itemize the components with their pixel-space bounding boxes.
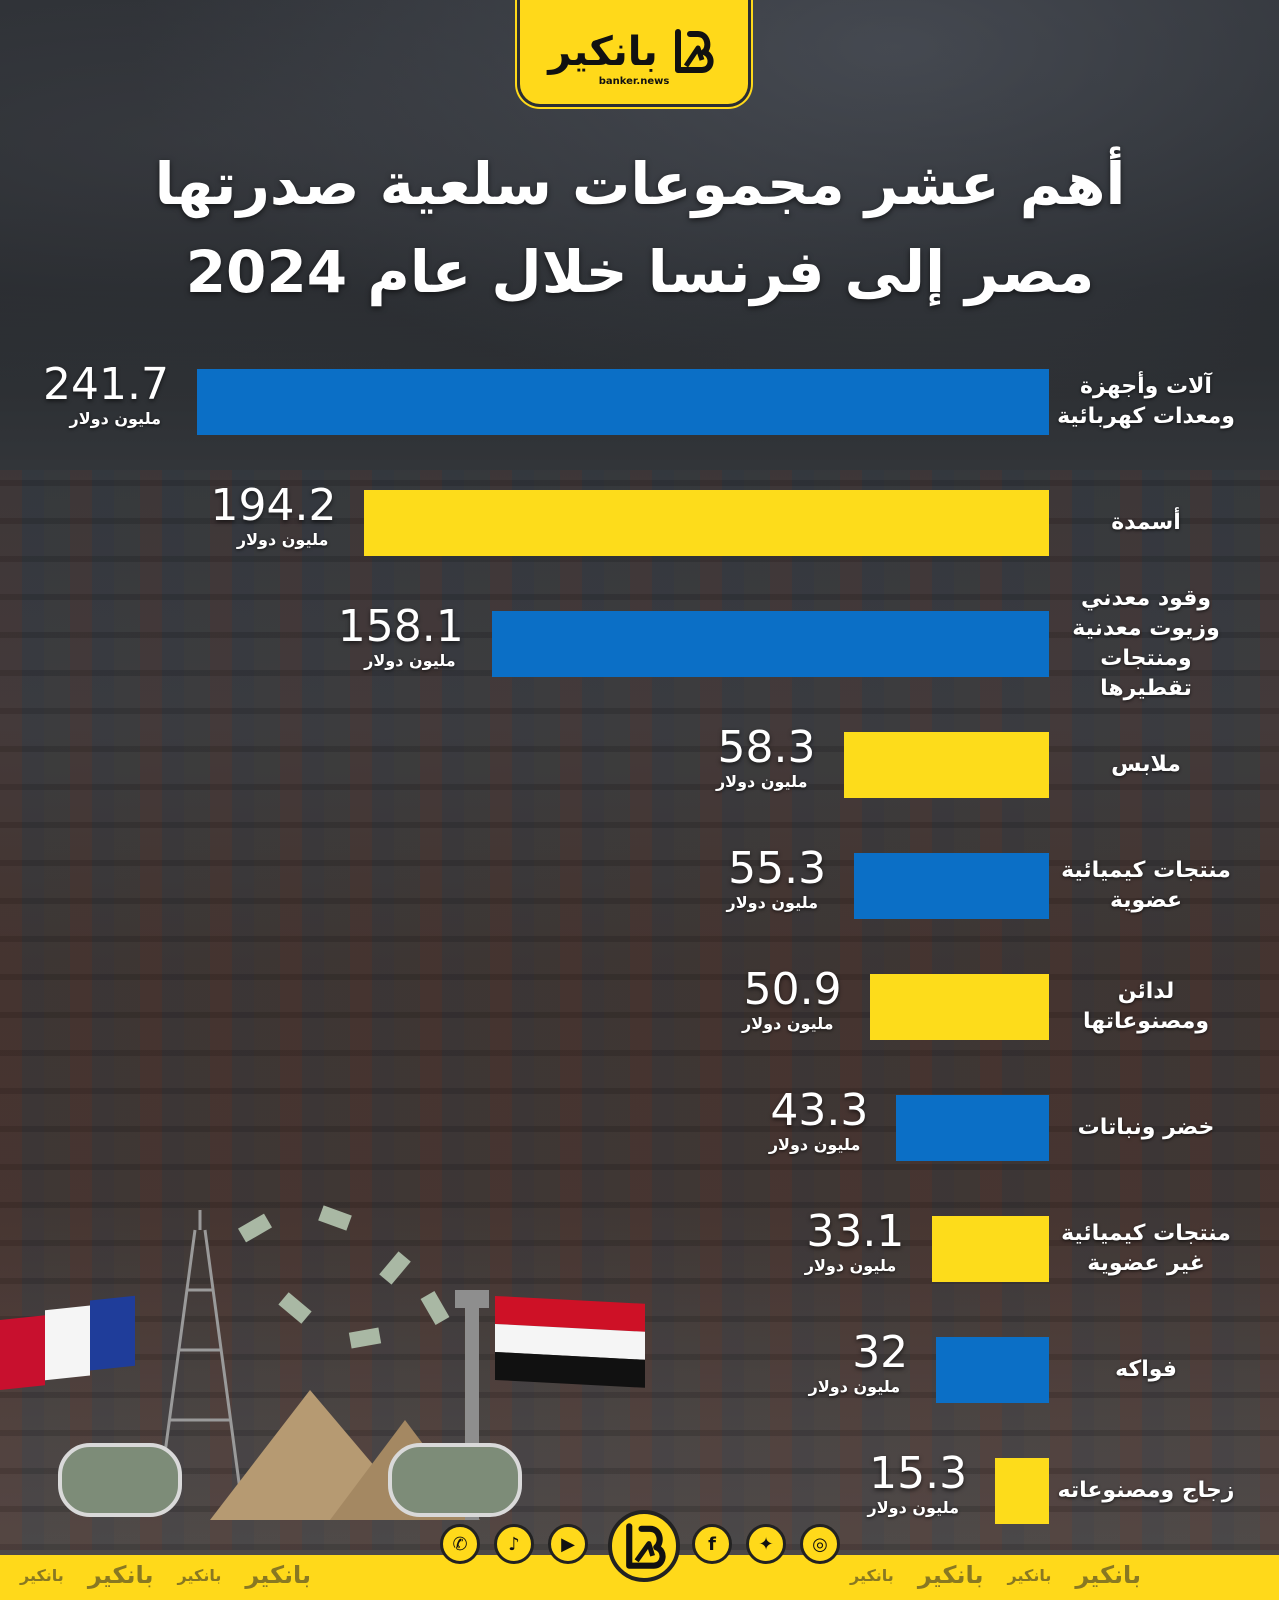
youtube-icon[interactable]: ▶: [548, 1524, 588, 1564]
france-flag-icon: [0, 1295, 135, 1390]
unit-label: مليون دولار: [804, 1256, 897, 1275]
value-label: 55.3: [728, 843, 827, 894]
brand-name: بانكير: [548, 29, 658, 75]
unit-label: مليون دولار: [808, 1377, 901, 1396]
footer-logo: بانكير: [87, 1561, 154, 1589]
category-label: خضر ونباتات: [1077, 1115, 1215, 1140]
unit-label: مليون دولار: [742, 1014, 834, 1033]
category-label: منتجات كيميائية عضوية: [1061, 858, 1231, 913]
unit-label: مليون دولار: [364, 651, 456, 670]
flying-banknotes-icon: [238, 1205, 450, 1349]
chart-row: فواكه 32 مليون دولار: [0, 1329, 1279, 1403]
category-label: زجاج ومصنوعاته: [1057, 1478, 1235, 1503]
unit-label: مليون دولار: [236, 530, 329, 549]
chart-bar: [869, 974, 1049, 1040]
footer-brand-right: بانكير بانكير بانكير بانكير: [850, 1560, 1141, 1590]
whatsapp-icon[interactable]: ✆: [440, 1524, 480, 1564]
title-line-1: أهم عشر مجموعات سلعية صدرتها: [154, 150, 1126, 218]
chart-row: منتجات كيميائية عضوية 55.3 مليون دولار: [0, 845, 1279, 919]
value-label: 33.1: [806, 1206, 905, 1257]
footer-brand-left: بانكير بانكير بانكير بانكير: [20, 1560, 311, 1590]
unit-label: مليون دولار: [768, 1135, 861, 1154]
category-label: ملابس: [1111, 752, 1181, 777]
chart-row: منتجات كيميائية غير عضوية 33.1 مليون دولار: [0, 1208, 1279, 1282]
decoration-landmarks: [0, 1205, 645, 1520]
footer-logo: بانكير: [20, 1565, 64, 1585]
twitter-icon[interactable]: ✦: [746, 1524, 786, 1564]
tiktok-icon[interactable]: ♪: [494, 1524, 534, 1564]
facebook-icon[interactable]: f: [692, 1524, 732, 1564]
unit-label: مليون دولار: [726, 893, 819, 912]
chart-bar: [995, 1458, 1049, 1524]
footer-logo: بانكير: [1075, 1561, 1142, 1589]
money-rolls-icon: [58, 1443, 522, 1517]
unit-label: مليون دولار: [69, 409, 162, 428]
brand-b-icon[interactable]: [608, 1510, 680, 1582]
value-label: 58.3: [717, 722, 816, 773]
eiffel-tower-icon: [158, 1210, 242, 1491]
chart-bar: [854, 853, 1049, 919]
chart-bar: [364, 490, 1049, 556]
egypt-flag-icon: [495, 1295, 645, 1388]
page-title: أهم عشر مجموعات سلعية صدرتها مصر إلى فرن…: [60, 140, 1220, 316]
chart-row: أسمدة 194.2 مليون دولار: [0, 482, 1279, 556]
chart-row: ملابس 58.3 مليون دولار: [0, 724, 1279, 798]
unit-label: مليون دولار: [715, 772, 808, 791]
chart-row: خضر ونباتات 43.3 مليون دولار: [0, 1087, 1279, 1161]
unit-label: مليون دولار: [867, 1498, 960, 1517]
chart-row: زجاج ومصنوعاته 15.3 مليون دولار: [0, 1450, 1279, 1524]
brand-b-icon: [674, 29, 714, 73]
chart-bar: [491, 611, 1049, 677]
social-links: ✆ ♪ ▶ f ✦ ◎: [440, 1510, 840, 1600]
category-label: آلات وأجهزة ومعدات كهربائية: [1057, 374, 1235, 429]
value-label: 241.7: [43, 359, 170, 410]
category-label: فواكه: [1115, 1357, 1177, 1382]
category-label: لدائن ومصنوعاتها: [1082, 979, 1210, 1034]
value-label: 43.3: [770, 1085, 869, 1136]
chart-bar: [896, 1095, 1049, 1161]
instagram-icon[interactable]: ◎: [800, 1524, 840, 1564]
value-label: 158.1: [337, 601, 464, 652]
chart-row: وقود معدني وزيوت معدنية ومنتجات تقطيرها 1…: [0, 586, 1279, 701]
category-label: أسمدة: [1111, 510, 1181, 535]
chart-bar: [936, 1337, 1049, 1403]
footer-logo: بانكير: [917, 1561, 984, 1589]
chart-bar: [197, 369, 1049, 435]
chart-row: آلات وأجهزة ومعدات كهربائية 241.7 مليون دو…: [0, 361, 1279, 435]
footer-logo: بانكير: [850, 1565, 894, 1585]
value-label: 32: [852, 1327, 909, 1378]
title-line-2: مصر إلى فرنسا خلال عام 2024: [185, 238, 1095, 306]
brand-domain: banker.news: [598, 76, 670, 87]
chart-row: لدائن ومصنوعاتها 50.9 مليون دولار: [0, 966, 1279, 1040]
footer-logo: بانكير: [1007, 1565, 1052, 1585]
value-label: 15.3: [869, 1448, 968, 1499]
footer-logo: بانكير: [245, 1561, 312, 1589]
value-label: 50.9: [743, 964, 842, 1015]
chart-bar: [843, 732, 1049, 798]
footer-logo: بانكير: [177, 1565, 222, 1585]
value-label: 194.2: [210, 480, 337, 531]
chart-bar: [932, 1216, 1049, 1282]
brand-logo: بانكير banker.news: [520, 0, 748, 104]
category-label: وقود معدني وزيوت معدنية ومنتجات تقطيرها: [1072, 586, 1220, 701]
category-label: منتجات كيميائية غير عضوية: [1061, 1221, 1231, 1276]
